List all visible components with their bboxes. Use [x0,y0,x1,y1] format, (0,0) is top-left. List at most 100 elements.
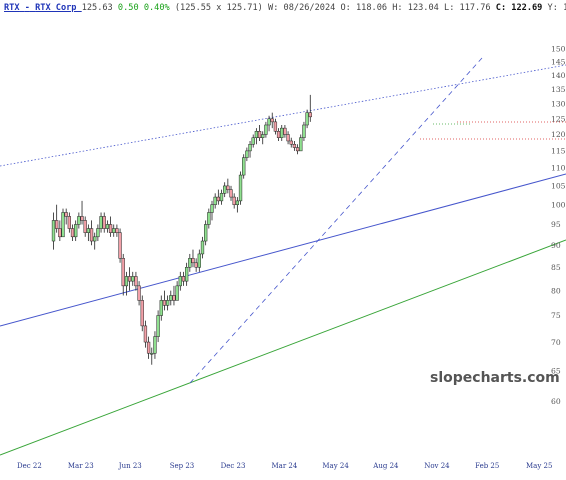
candle-body [235,200,240,205]
candle-body [229,189,233,198]
candle-body [172,295,176,301]
candle-body [299,137,303,152]
x-tick-label: Mar 24 [272,462,298,470]
candle-body [61,212,65,238]
y-tick-label: 60 [551,397,561,406]
candle-body [153,336,157,354]
candle-body [146,341,151,354]
candle-body [156,315,160,337]
candle-body [77,216,81,225]
candle-body [162,300,167,306]
x-tick-label: Dec 23 [221,462,246,470]
candle-body [286,134,290,142]
candle-body [127,276,132,282]
candle-body [89,228,94,242]
candle-body [200,240,205,255]
price-change: 0.50 [117,3,139,13]
candle-body [112,228,116,233]
candle-body [55,220,59,229]
open-value: O: 118.06 [340,3,388,13]
candle-body [254,131,259,138]
symbol-text: RTX [4,3,20,13]
candle-body [58,228,62,238]
candle-body [140,300,144,327]
candle-body [204,224,208,242]
candle-body [150,352,154,355]
y-tick-label: 70 [551,338,561,347]
y-tick-label: 150 [551,44,566,53]
candle-body [295,147,300,152]
y-tick-label: 100 [551,200,566,209]
watermark-text: slopecharts.com [430,370,560,386]
candle-body [86,228,91,233]
candle-body [232,196,236,205]
candle-body [273,121,278,132]
y-tick-label: 110 [551,164,566,173]
y-tick-label: 135 [551,85,566,94]
y-tick-label: 125 [551,115,566,124]
candle-body [292,144,297,148]
candle-body [181,276,186,282]
candle-body [219,193,224,202]
quote-header: RTX - RTX Corp 125.63 0.50 0.40% (125.55… [4,3,566,15]
x-tick-label: Aug 24 [372,462,399,470]
close-value: C: 122.69 [495,3,543,13]
candle-body [257,131,262,138]
symbol-link[interactable]: RTX - RTX Corp [4,3,82,13]
x-tick-label: Jun 23 [118,462,142,470]
candle-body [96,228,100,238]
y-tick-label: 95 [551,220,561,229]
candle-body [169,295,173,301]
candle-body [283,127,287,135]
candle-body [175,285,179,301]
candle-body [276,131,281,138]
candle-body [143,325,148,343]
candle-body [270,118,274,123]
y-tick-label: 105 [551,182,566,191]
candle-body [245,150,249,158]
y-tick-label: 130 [551,99,566,108]
last-price: 125.63 [81,3,113,13]
candle-body [115,228,119,233]
candle-body [251,137,255,145]
candle-body [64,212,68,217]
y-tick-label: 65 [551,366,561,375]
x-tick-label: May 25 [526,462,552,470]
candle-body [305,112,309,126]
candle-body [105,224,110,229]
y-tick-label: 115 [551,147,566,156]
bid-ask: (125.55 x 125.71) [174,3,263,13]
y-tick-label: 120 [551,130,566,139]
x-tick-label: Mar 23 [68,462,94,470]
x-tick-label: Feb 25 [475,462,499,470]
candle-body [267,118,271,126]
candle-body [178,276,182,287]
y-tick-label: 80 [551,286,561,295]
support-trendline [0,173,566,327]
candle-body [223,185,227,194]
candle-body [134,276,138,287]
candle-body [264,124,268,135]
candle-body [191,258,195,264]
week-label: W: 08/26/2024 [268,3,336,13]
candle-body [280,127,284,138]
candle-body [121,258,125,287]
candle-body [216,196,220,202]
y-readout: Y: 133.76 [547,3,566,13]
symbol-separator: - [24,3,30,13]
y-tick-label: 145 [551,57,566,66]
y-tick-label: 90 [551,241,561,250]
candle-body [118,232,122,259]
candle-body [184,267,189,282]
candle-body [137,285,141,301]
x-tick-label: Nov 24 [424,462,450,470]
candle-body [197,253,201,268]
candle-body [261,134,265,138]
x-tick-label: May 24 [322,462,349,470]
candle-body [238,174,243,202]
candle-body [194,262,198,268]
candle-body [302,124,306,138]
candle-body [207,212,211,225]
y-tick-label: 140 [551,71,566,80]
low-value: L: 117.76 [444,3,491,13]
